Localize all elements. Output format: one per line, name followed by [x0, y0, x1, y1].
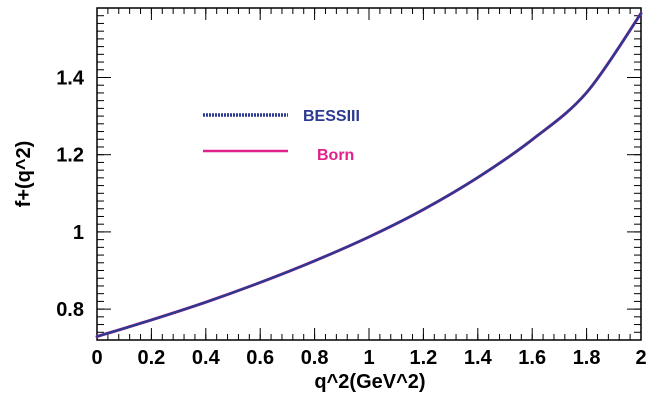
x-tick-label-10: 2: [635, 347, 646, 369]
legend-label-born: Born: [317, 147, 354, 164]
x-tick-label-4: 0.8: [301, 347, 329, 369]
x-tick-label-9: 1.8: [573, 347, 601, 369]
y-tick-label-2: 1.2: [56, 145, 84, 167]
y-axis-tick-labels: 0.8 1 1.2 1.4: [56, 67, 85, 321]
x-axis-title: q^2(GeV^2): [314, 371, 425, 393]
x-tick-label-3: 0.6: [246, 347, 274, 369]
x-tick-label-6: 1.2: [409, 347, 437, 369]
x-tick-label-1: 0.2: [137, 347, 165, 369]
x-tick-label-0: 0: [91, 347, 102, 369]
x-tick-label-8: 1.6: [518, 347, 546, 369]
series-lines: [95, 11, 643, 339]
series-line-bessiii: [95, 12, 643, 338]
x-tick-label-5: 1: [363, 347, 374, 369]
legend: BESSIII Born: [203, 108, 360, 164]
x-tick-label-7: 1.4: [464, 347, 493, 369]
x-axis-tick-labels: 0 0.2 0.4 0.6 0.8 1 1.2 1.4 1.6 1.8 2: [91, 347, 646, 369]
x-tick-label-2: 0.4: [192, 347, 221, 369]
y-tick-label-0: 0.8: [56, 299, 84, 321]
plot-frame: [96, 7, 642, 341]
legend-label-bessiii: BESSIII: [303, 108, 360, 125]
y-tick-label-3: 1.4: [56, 67, 85, 89]
y-tick-label-1: 1: [73, 222, 84, 244]
y-axis-title: f+(q^2): [13, 141, 35, 208]
y-axis-ticks: [97, 15, 641, 341]
